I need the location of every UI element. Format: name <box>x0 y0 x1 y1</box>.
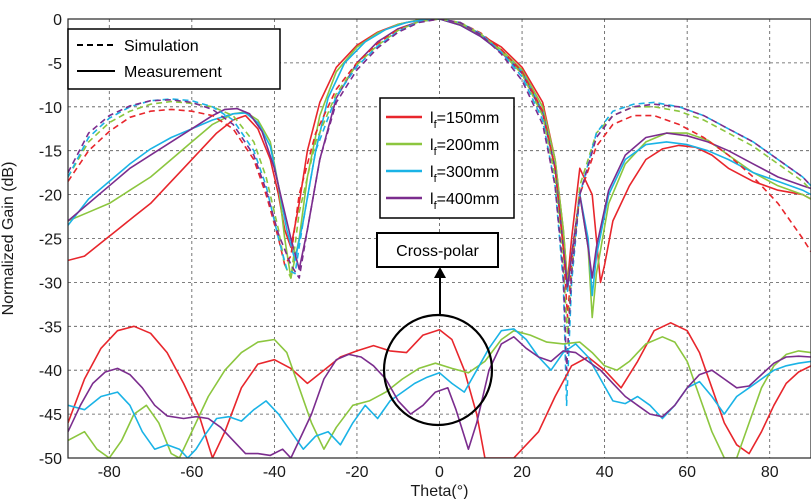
x-tick-label: 60 <box>678 464 696 481</box>
legend-label: lf=200mm <box>430 137 499 158</box>
legend-label: lf=300mm <box>430 164 499 185</box>
y-tick-label: -30 <box>39 275 62 292</box>
legend-label-simulation: Simulation <box>124 38 199 55</box>
y-tick-label: 0 <box>53 12 62 29</box>
cross-polar-label: Cross-polar <box>396 243 479 260</box>
legend-label-measurement: Measurement <box>124 64 222 81</box>
y-tick-label: -45 <box>39 407 62 424</box>
series-layer <box>68 19 811 458</box>
y-tick-label: -10 <box>39 100 62 117</box>
y-tick-label: -5 <box>48 56 62 73</box>
y-axis-label: Normalized Gain (dB) <box>0 162 17 316</box>
cross-polar-box <box>376 232 499 268</box>
series-line <box>68 336 811 458</box>
x-axis-label: Theta(°) <box>411 483 469 499</box>
x-tick-label: 40 <box>596 464 614 481</box>
series-line <box>68 19 811 288</box>
series-line <box>68 19 811 407</box>
y-tick-label: -25 <box>39 232 62 249</box>
series-line <box>68 329 811 458</box>
cross-polar-annotation: Cross-polar <box>376 232 499 427</box>
series-line <box>68 322 811 458</box>
x-tick-label: 0 <box>435 464 444 481</box>
series-line <box>68 19 811 284</box>
y-tick-label: -40 <box>39 363 62 380</box>
y-tick-label: -15 <box>39 144 62 161</box>
x-tick-label: -80 <box>98 464 121 481</box>
x-tick-label: 80 <box>761 464 779 481</box>
lf-legend: lf=150mm lf=200mm lf=300mm lf=400mm <box>379 97 515 219</box>
y-tick-label: -50 <box>39 451 62 468</box>
x-tick-label: -40 <box>263 464 286 481</box>
x-tick-label: -20 <box>345 464 368 481</box>
legend-label: lf=150mm <box>430 110 499 131</box>
plot-frame <box>67 18 811 459</box>
cross-polar-arrowhead <box>434 267 446 278</box>
x-tick-label: -60 <box>180 464 203 481</box>
grid-lines <box>68 19 811 458</box>
x-tick-label: 20 <box>513 464 531 481</box>
y-tick-label: -35 <box>39 319 62 336</box>
line-style-legend: Simulation Measurement <box>67 28 281 90</box>
tick-labels: -80 -60 -40 -20 0 20 40 60 80 0 -5 -10 -15 -20 -25 -30 -… <box>39 12 779 481</box>
legend-label: lf=400mm <box>430 191 499 212</box>
y-tick-label: -20 <box>39 188 62 205</box>
cross-polar-circle <box>382 313 494 427</box>
series-line <box>68 19 811 319</box>
